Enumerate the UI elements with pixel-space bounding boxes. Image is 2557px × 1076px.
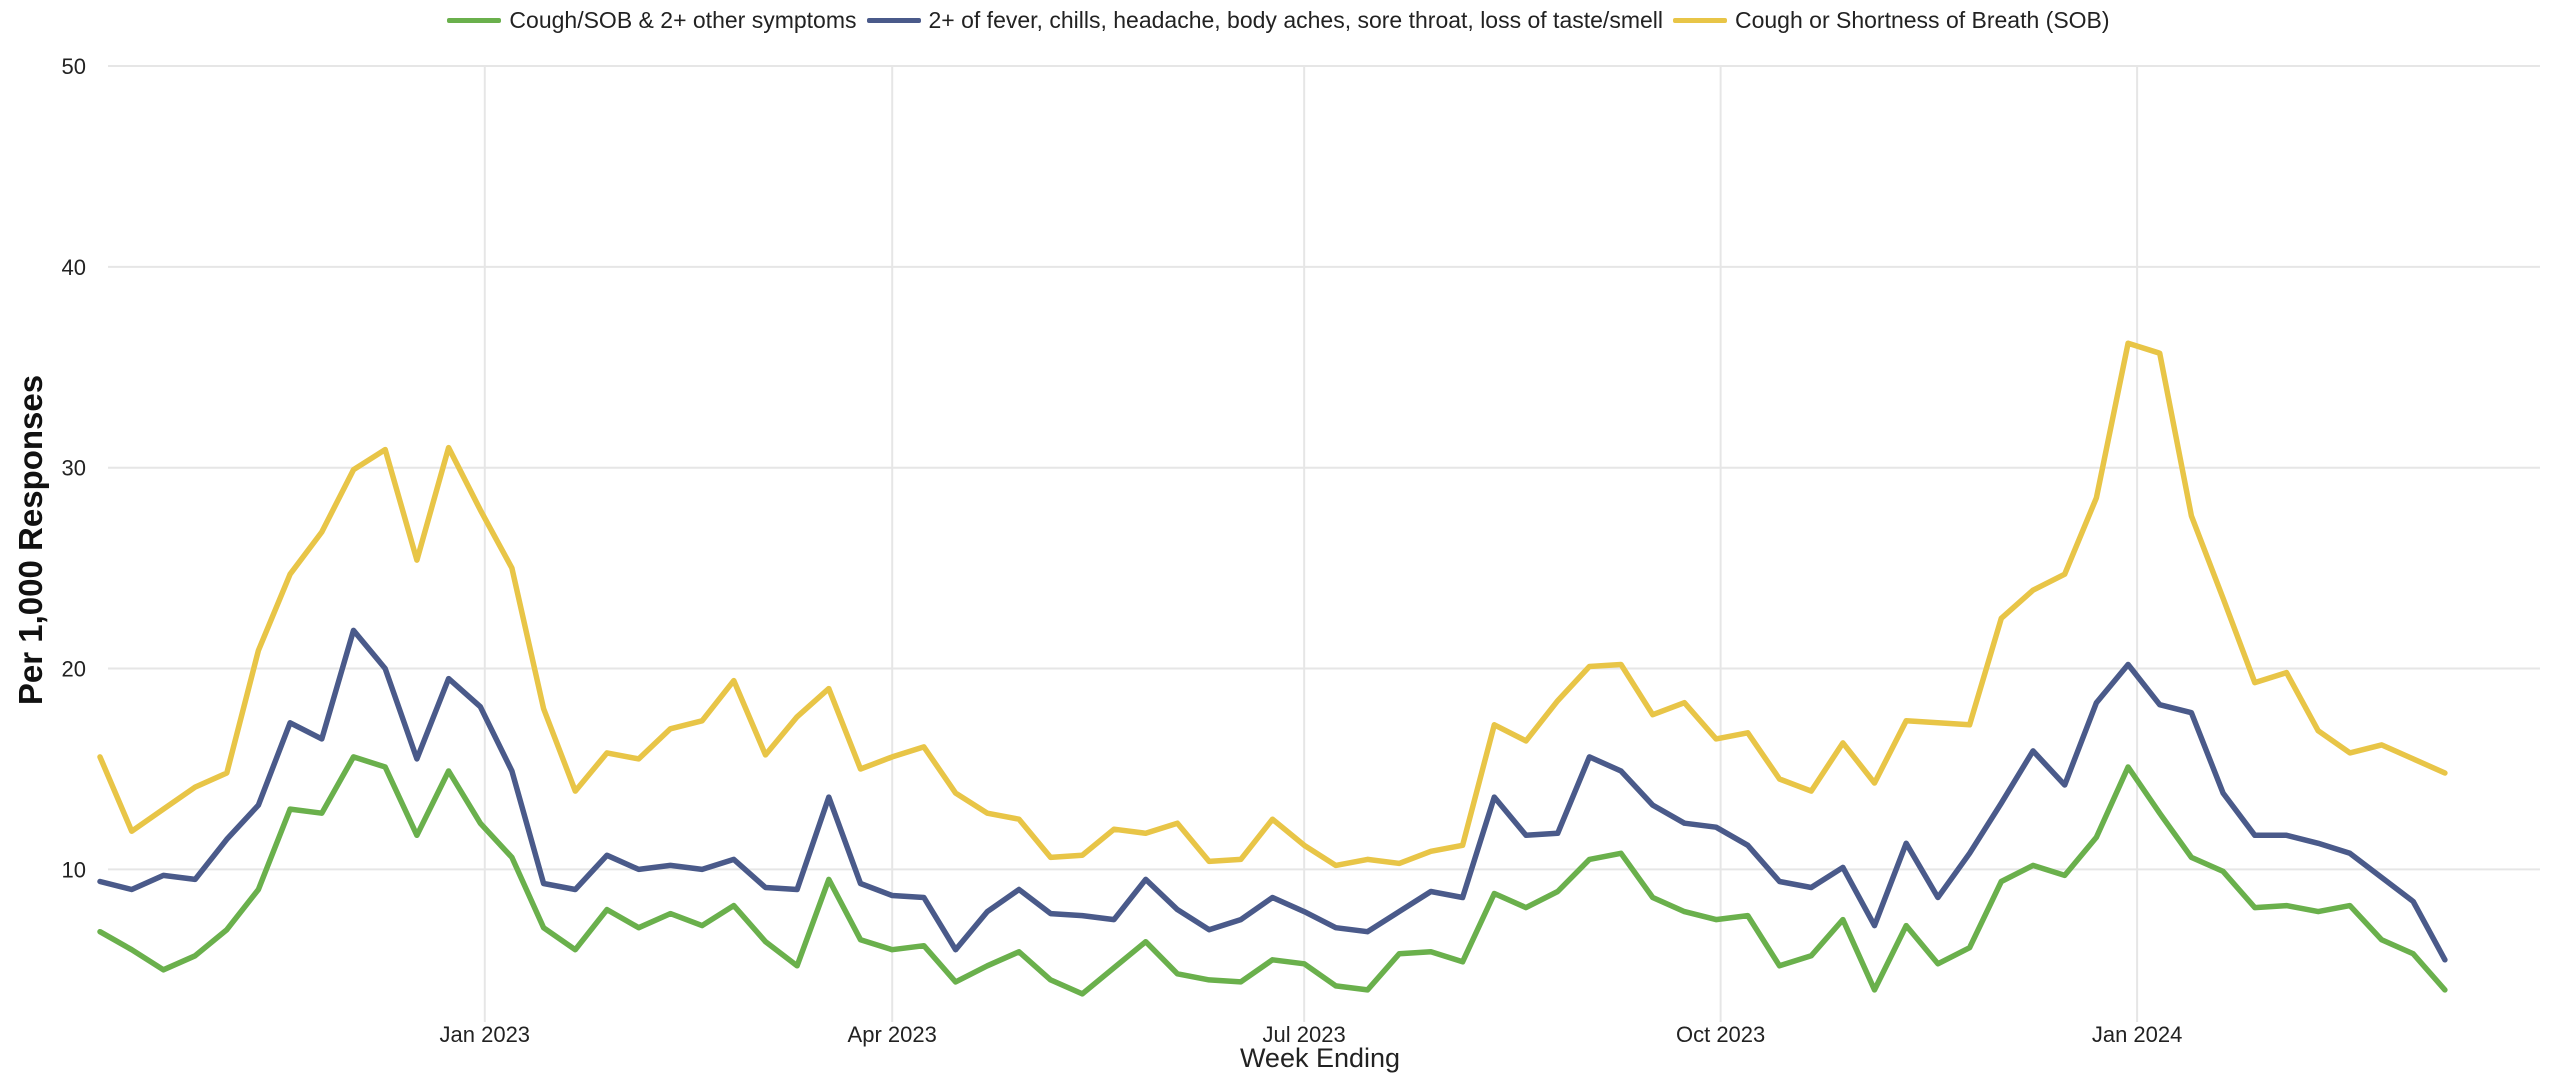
legend-item-yellow: Cough or Shortness of Breath (SOB): [1672, 6, 2110, 34]
legend: Cough/SOB & 2+ other symptoms 2+ of feve…: [0, 0, 2557, 40]
legend-swatch-yellow: [1672, 17, 1727, 23]
y-tick-label: 50: [62, 54, 86, 79]
legend-swatch-navy: [866, 17, 921, 23]
y-tick-label: 10: [62, 857, 86, 882]
x-tick-labels: Jan 2023 Apr 2023 Jul 2023 Oct 2023 Jan 2024: [440, 1022, 2183, 1047]
grid-lines: [108, 65, 2540, 1022]
y-tick-labels: 10 20 30 40 50: [62, 54, 86, 882]
y-tick-label: 40: [62, 255, 86, 280]
legend-label-green: Cough/SOB & 2+ other symptoms: [509, 6, 857, 33]
y-tick-label: 20: [62, 657, 86, 682]
legend-swatch-green: [447, 17, 502, 23]
series-line-navy: [97, 627, 2448, 963]
series-line-yellow: [97, 340, 2448, 869]
legend-item-navy: 2+ of fever, chills, headache, body ache…: [866, 6, 1663, 34]
legend-item-green: Cough/SOB & 2+ other symptoms: [447, 6, 857, 34]
x-tick-label: Jan 2023: [440, 1022, 531, 1047]
x-tick-label: Oct 2023: [1676, 1022, 1765, 1047]
x-tick-label: Apr 2023: [848, 1022, 937, 1047]
x-tick-label: Jul 2023: [1263, 1022, 1346, 1047]
y-axis-label: Per 1,000 Responses: [12, 375, 49, 705]
legend-label-yellow: Cough or Shortness of Breath (SOB): [1734, 6, 2110, 33]
x-axis-label: Week Ending: [1240, 1043, 1400, 1073]
y-tick-label: 30: [62, 456, 86, 481]
x-tick-label: Jan 2024: [2092, 1022, 2183, 1047]
series-line-green: [97, 754, 2448, 997]
series-lines: [97, 340, 2448, 997]
legend-label-navy: 2+ of fever, chills, headache, body ache…: [928, 6, 1663, 33]
